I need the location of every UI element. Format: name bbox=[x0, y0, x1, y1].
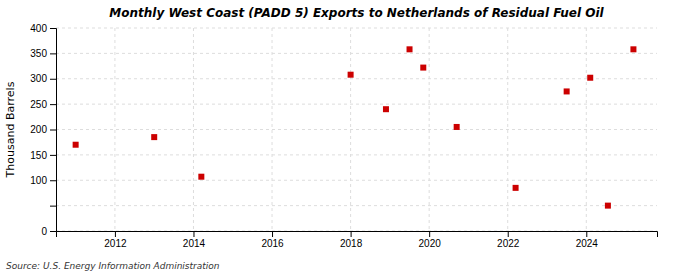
tick: 0 bbox=[41, 226, 56, 237]
point bbox=[513, 185, 519, 191]
tick-mark bbox=[429, 231, 430, 237]
tick-mark bbox=[50, 130, 56, 131]
grid-line bbox=[114, 28, 115, 231]
grid-line bbox=[56, 205, 657, 206]
grid-line bbox=[56, 104, 657, 105]
point bbox=[630, 46, 636, 52]
tick-label: 350 bbox=[30, 48, 47, 59]
tick: 2022 bbox=[497, 231, 520, 249]
point bbox=[198, 174, 204, 180]
tick-mark bbox=[50, 180, 56, 181]
tick-mark bbox=[50, 231, 56, 232]
tick: 200 bbox=[30, 124, 56, 135]
grid-line bbox=[56, 154, 657, 155]
source: Source: U.S. Energy Information Administ… bbox=[6, 261, 220, 271]
tick-label: 100 bbox=[30, 175, 47, 186]
point bbox=[151, 134, 157, 140]
tick-mark bbox=[351, 231, 352, 237]
tick-mark bbox=[50, 206, 56, 207]
tick: 2014 bbox=[183, 231, 206, 249]
tick-label: 2018 bbox=[340, 238, 363, 249]
tick-label: 300 bbox=[30, 73, 47, 84]
tick-mark bbox=[115, 231, 116, 237]
chart: 2012 2014 2016 2018 2020 2022 2024 0 100 150 200 25… bbox=[0, 0, 675, 275]
tick: 2016 bbox=[261, 231, 284, 249]
tick-label: 2012 bbox=[104, 238, 127, 249]
tick: 2012 bbox=[104, 231, 127, 249]
point bbox=[407, 46, 413, 52]
tick-label: 400 bbox=[30, 23, 47, 34]
tick-mark bbox=[50, 53, 56, 54]
grid bbox=[56, 28, 657, 231]
tick-mark bbox=[50, 104, 56, 105]
tick-mark bbox=[50, 28, 56, 29]
title: Monthly West Coast (PADD 5) Exports to N… bbox=[109, 6, 604, 20]
tick-label: 2022 bbox=[497, 238, 520, 249]
grid-line bbox=[56, 129, 657, 130]
tick-mark bbox=[50, 79, 56, 80]
point bbox=[564, 88, 570, 94]
point bbox=[348, 72, 354, 78]
tick: 250 bbox=[30, 99, 56, 110]
tick: 2020 bbox=[419, 231, 442, 249]
point bbox=[454, 124, 460, 130]
plot: 2012 2014 2016 2018 2020 2022 2024 0 100 150 200 25… bbox=[30, 23, 657, 249]
tick-label: 2016 bbox=[261, 238, 284, 249]
point bbox=[420, 65, 426, 71]
tick: 2018 bbox=[340, 231, 363, 249]
point bbox=[73, 142, 79, 148]
axis-line bbox=[50, 29, 57, 232]
tick-mark bbox=[586, 231, 587, 237]
y-axis-title: Thousand Barrels bbox=[4, 81, 17, 178]
tick bbox=[50, 206, 56, 207]
tick: 300 bbox=[30, 73, 56, 84]
grid-line bbox=[56, 78, 657, 79]
x-axis: 2012 2014 2016 2018 2020 2022 2024 bbox=[57, 231, 658, 249]
tick: 150 bbox=[30, 150, 56, 161]
tick-label: 2024 bbox=[576, 238, 599, 249]
tick: 350 bbox=[30, 48, 56, 59]
grid-line bbox=[193, 28, 194, 231]
point bbox=[383, 106, 389, 112]
point bbox=[587, 75, 593, 81]
grid-line bbox=[56, 53, 657, 54]
tick-mark bbox=[193, 231, 194, 237]
grid-line bbox=[56, 180, 657, 181]
point bbox=[605, 203, 611, 209]
tick-label: 150 bbox=[30, 150, 47, 161]
tick-label: 200 bbox=[30, 124, 47, 135]
tick-mark bbox=[272, 231, 273, 237]
y-axis: 0 100 150 200 250 300 350 400 bbox=[30, 23, 56, 237]
points bbox=[73, 46, 637, 208]
axis-line bbox=[57, 232, 658, 238]
tick-mark bbox=[508, 231, 509, 237]
tick: 100 bbox=[30, 175, 56, 186]
grid-line bbox=[56, 28, 657, 29]
tick-label: 250 bbox=[30, 99, 47, 110]
tick-label: 2014 bbox=[183, 238, 206, 249]
tick-label: 2020 bbox=[419, 238, 442, 249]
tick-label: 0 bbox=[41, 226, 47, 237]
tick-mark bbox=[50, 155, 56, 156]
tick: 400 bbox=[30, 23, 56, 34]
tick: 2024 bbox=[576, 231, 599, 249]
